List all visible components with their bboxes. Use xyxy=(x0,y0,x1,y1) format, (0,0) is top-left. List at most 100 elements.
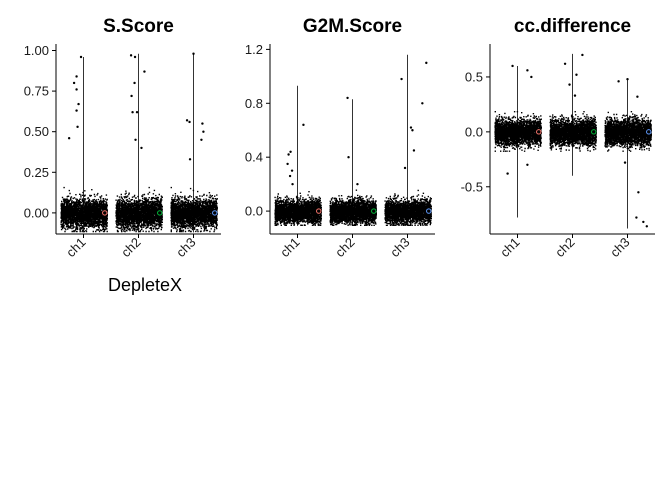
x-tick-label-ch2: ch2 xyxy=(332,235,357,260)
outlier-point xyxy=(202,130,205,133)
jitter-points xyxy=(384,189,432,226)
panel-3: cc.difference -0.5 0.0 0.5 ch1 ch2 ch3 xyxy=(461,16,655,260)
median-marker xyxy=(426,208,432,214)
median-marker xyxy=(212,210,218,216)
outlier-point xyxy=(411,129,414,132)
x-tick-label-ch3: ch3 xyxy=(387,235,412,260)
series-ch1 xyxy=(274,85,322,226)
outlier-point xyxy=(133,55,137,59)
outlier-point xyxy=(347,155,350,159)
series-ch3 xyxy=(384,54,432,226)
outlier-point xyxy=(573,94,577,97)
x-tick-label-ch1: ch1 xyxy=(277,235,302,260)
panel-title: G2M.Score xyxy=(303,16,402,37)
outlier-point xyxy=(129,54,133,57)
y-tick-label: 0.00 xyxy=(24,205,49,220)
y-tick-label: 0.0 xyxy=(465,124,483,139)
y-tick-label: 0.8 xyxy=(245,96,263,111)
outlier-point xyxy=(425,61,428,65)
outlier-point xyxy=(133,81,136,85)
outlier-point xyxy=(346,96,349,100)
outlier-point xyxy=(645,225,649,228)
outlier-point xyxy=(79,55,83,59)
outlier-point xyxy=(637,191,640,194)
series-ch3 xyxy=(170,52,218,233)
y-tick-label: 0.5 xyxy=(465,69,483,84)
outlier-point xyxy=(636,95,639,98)
outlier-point xyxy=(286,162,289,166)
outlier-point xyxy=(302,123,305,127)
outlier-point xyxy=(626,77,629,81)
series-ch2 xyxy=(329,96,377,226)
median-marker xyxy=(536,129,542,135)
median-marker xyxy=(157,210,163,216)
y-tick-label: 0.50 xyxy=(24,124,49,139)
outlier-point xyxy=(506,172,509,175)
jitter-points xyxy=(170,186,218,233)
jitter-points xyxy=(549,111,597,152)
outlier-point xyxy=(135,111,139,114)
jitter-points xyxy=(60,186,108,233)
outlier-point xyxy=(530,75,533,79)
series-ch2 xyxy=(115,53,163,233)
outlier-point xyxy=(185,119,189,122)
outlier-point xyxy=(291,182,294,186)
outlier-point xyxy=(67,136,71,140)
panel-1: S.Score 0.00 0.25 0.50 0.75 1.00 ch1 ch2 ch3 xyxy=(24,16,221,260)
jitter-points xyxy=(494,111,542,152)
outlier-point xyxy=(356,182,359,186)
outlier-point xyxy=(75,109,78,112)
median-marker xyxy=(646,129,652,135)
outlier-point xyxy=(289,150,292,154)
outlier-point xyxy=(76,125,79,129)
outlier-point xyxy=(201,122,204,125)
series-ch3 xyxy=(604,77,652,229)
outlier-point xyxy=(403,166,407,170)
x-tick-label-ch1: ch1 xyxy=(497,235,522,260)
series-ch1 xyxy=(60,55,108,233)
outlier-point xyxy=(290,169,294,172)
outlier-point xyxy=(511,64,514,68)
series-ch2 xyxy=(549,53,597,176)
outlier-point xyxy=(143,70,146,73)
outlier-point xyxy=(131,111,134,114)
outlier-point xyxy=(287,153,290,156)
outlier-point xyxy=(200,138,203,142)
outlier-point xyxy=(134,138,137,142)
panel-2: G2M.Score 0.0 0.4 0.8 1.2 ch1 ch2 ch3 xyxy=(245,16,435,260)
outlier-point xyxy=(617,80,620,83)
median-marker xyxy=(102,210,108,216)
jitter-points xyxy=(115,186,163,233)
outlier-point xyxy=(192,52,195,55)
outlier-point xyxy=(130,94,133,98)
outlier-point xyxy=(526,69,529,72)
y-tick-label: 0.75 xyxy=(24,84,49,99)
outlier-point xyxy=(75,75,78,78)
panel-title: S.Score xyxy=(103,16,174,37)
y-tick-label: 0.0 xyxy=(245,204,263,219)
outlier-point xyxy=(526,163,529,167)
outlier-point xyxy=(140,146,143,150)
outlier-point xyxy=(188,120,191,124)
outlier-point xyxy=(72,81,76,85)
outlier-point xyxy=(75,88,78,91)
outlier-point xyxy=(635,216,638,219)
series-ch1 xyxy=(494,64,542,218)
y-tick-label: 0.4 xyxy=(245,150,263,165)
jitter-points xyxy=(274,191,322,226)
outlier-point xyxy=(563,62,567,65)
outlier-point xyxy=(623,161,627,164)
outlier-point xyxy=(288,174,292,178)
y-tick-label: 1.00 xyxy=(24,43,49,58)
outlier-point xyxy=(409,126,413,129)
x-tick-label-ch3: ch3 xyxy=(607,235,632,260)
median-marker xyxy=(316,208,322,214)
outlier-point xyxy=(188,158,192,161)
outlier-point xyxy=(400,77,403,81)
x-tick-label-ch1: ch1 xyxy=(63,235,88,260)
x-tick-label-ch2: ch2 xyxy=(118,235,143,260)
x-axis-label: DepleteX xyxy=(108,275,182,295)
panel-title: cc.difference xyxy=(514,16,631,37)
outlier-point xyxy=(77,102,80,106)
